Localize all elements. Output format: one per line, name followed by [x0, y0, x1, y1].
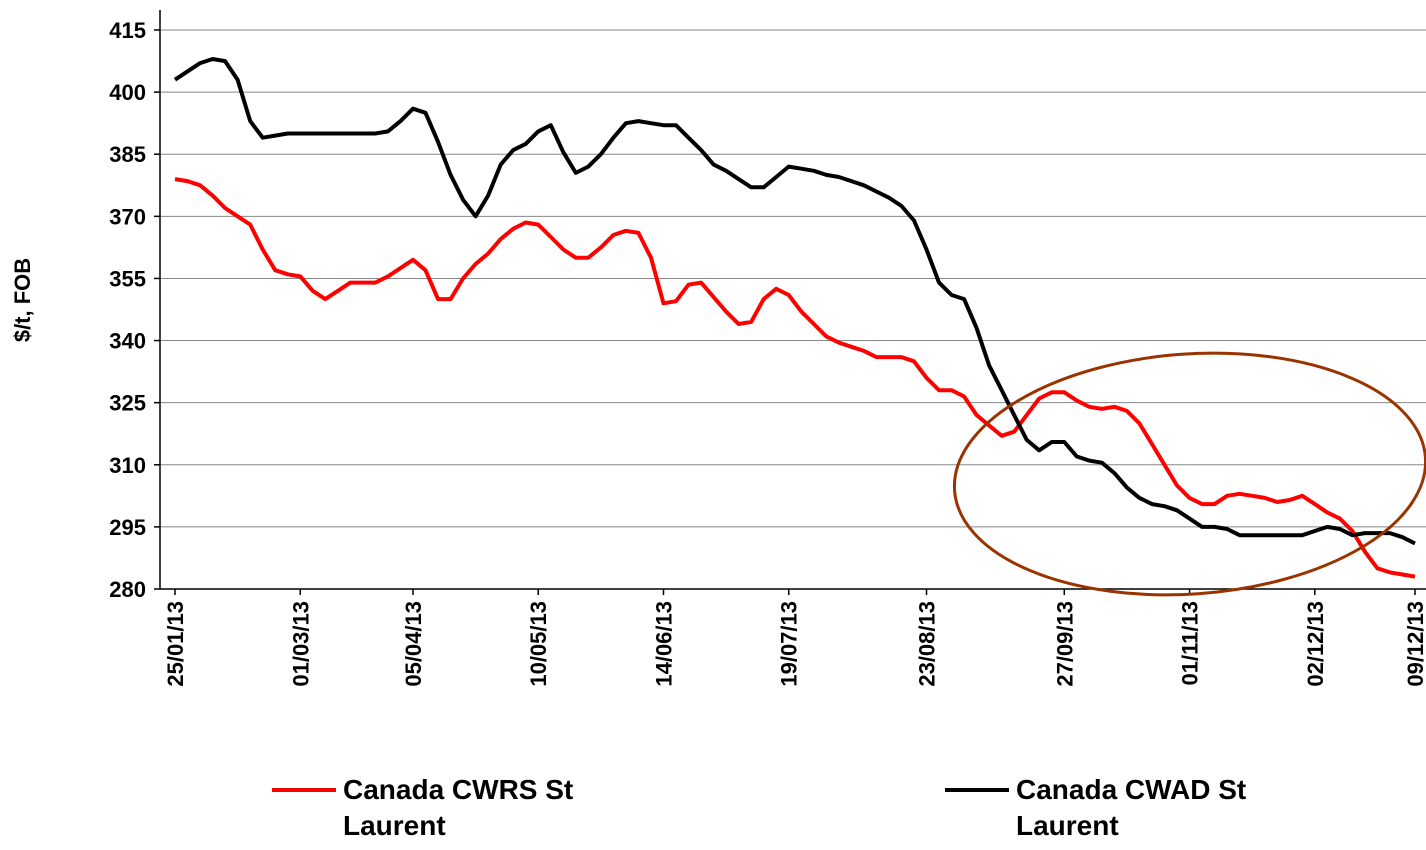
x-tick-label: 14/06/13: [651, 601, 676, 687]
y-tick-label: 325: [109, 391, 146, 416]
x-tick-label: 01/11/13: [1178, 601, 1203, 685]
x-tick-label: 19/07/13: [777, 601, 802, 687]
highlight-ellipse: [952, 351, 1426, 597]
x-tick-label: 09/12/13: [1403, 601, 1426, 687]
x-tick-label: 01/03/13: [288, 601, 313, 687]
x-tick-label: 02/12/13: [1303, 601, 1328, 687]
y-tick-label: 310: [109, 453, 146, 478]
x-tick-label: 25/01/13: [163, 601, 188, 687]
y-tick-label: 400: [109, 80, 146, 105]
legend-label: Canada CWRS St Laurent: [343, 774, 574, 841]
x-tick-label: 10/05/13: [526, 601, 551, 687]
y-tick-label: 370: [109, 204, 146, 229]
series-line: [173, 57, 1416, 546]
x-tick-label: 05/04/13: [401, 601, 426, 687]
y-tick-label: 280: [109, 577, 146, 602]
series-line: [174, 177, 1416, 579]
y-tick-label: 340: [109, 329, 146, 354]
y-tick-label: 385: [109, 142, 146, 167]
y-tick-label: 415: [109, 18, 146, 43]
legend-label: Canada CWAD St Laurent: [1016, 774, 1247, 841]
y-tick-label: 355: [109, 266, 146, 291]
x-tick-label: 27/09/13: [1052, 601, 1077, 687]
chart: $/t, FOB 280 295 310 325 340 355 370 385 400 415 2…: [10, 10, 1426, 687]
legend-swatch: [272, 788, 336, 792]
y-tick-label: 295: [109, 515, 146, 540]
y-axis-label: $/t, FOB: [10, 258, 35, 342]
x-tick-label: 23/08/13: [915, 601, 940, 687]
legend-swatch: [945, 788, 1009, 792]
